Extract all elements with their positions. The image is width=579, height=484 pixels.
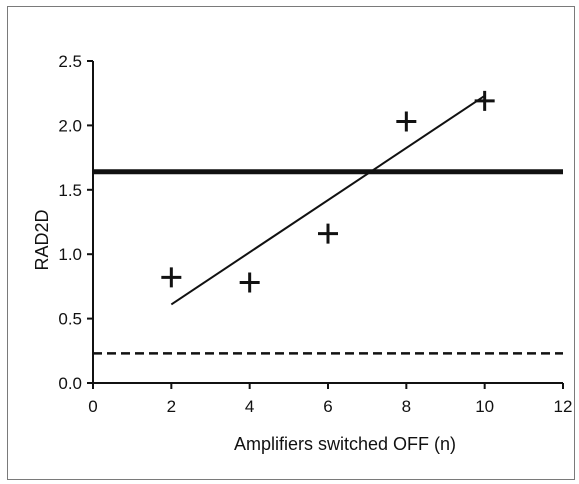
x-tick-label: 6 — [323, 397, 332, 416]
x-axis-title: Amplifiers switched OFF (n) — [234, 434, 456, 454]
data-point — [474, 90, 495, 111]
x-tick-label: 10 — [475, 397, 494, 416]
x-tick-label: 4 — [245, 397, 254, 416]
y-tick-label: 1.0 — [58, 245, 82, 264]
x-tick-label: 12 — [554, 397, 573, 416]
y-tick-label: 1.5 — [58, 181, 82, 200]
y-tick-label: 0.5 — [58, 310, 82, 329]
y-tick-label: 2.0 — [58, 116, 82, 135]
x-tick-label: 0 — [88, 397, 97, 416]
x-tick-label: 2 — [167, 397, 176, 416]
data-point — [161, 267, 182, 288]
x-tick-label: 8 — [402, 397, 411, 416]
x-axis-ticks: 0 2 4 6 8 10 12 — [88, 383, 572, 416]
chart-marks — [93, 90, 563, 355]
data-point — [396, 111, 417, 132]
y-tick-label: 2.5 — [58, 52, 82, 71]
y-tick-label: 0.0 — [58, 374, 82, 393]
y-axis-ticks: 0.0 0.5 1.0 1.5 2.0 2.5 — [58, 52, 93, 393]
data-point — [239, 272, 260, 293]
data-point — [318, 223, 338, 244]
trend-line — [170, 94, 486, 306]
chart-frame — [7, 6, 575, 480]
y-axis-title: RAD2D — [32, 209, 52, 270]
